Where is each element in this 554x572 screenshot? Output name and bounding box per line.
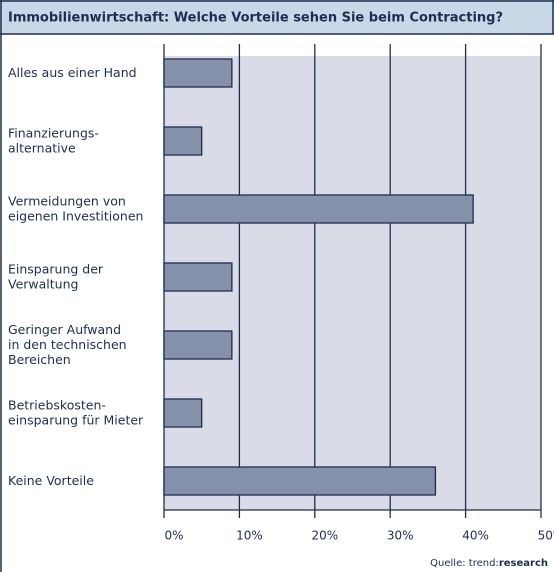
title-bar — [0, 0, 554, 34]
category-line: Vermeidungen von — [8, 193, 126, 208]
bar — [163, 398, 203, 428]
bar — [163, 58, 233, 88]
x-tick-label: 30% — [387, 529, 414, 543]
category-line: Verwaltung — [8, 276, 78, 291]
category-label: Einsparung der Verwaltung — [8, 261, 104, 291]
category-label: Keine Vorteile — [8, 473, 94, 488]
category-line: Bereichen — [8, 352, 71, 367]
category-label: Geringer Aufwand in den technischen Bereic… — [8, 322, 127, 367]
category-line: Keine Vorteile — [8, 473, 94, 488]
bar — [163, 194, 474, 224]
category-line: eigenen Investitionen — [8, 208, 143, 223]
category-label: Alles aus einer Hand — [8, 65, 137, 80]
category-line: Geringer Aufwand — [8, 322, 121, 337]
category-label: Finanzierungs-alternative — [8, 125, 99, 155]
category-line: Betriebskosten- — [8, 397, 106, 412]
bar — [163, 262, 233, 292]
chart-title: Immobilienwirtschaft: Welche Vorteile se… — [8, 11, 503, 26]
source: Quelle: trend:research — [430, 558, 548, 569]
category-line: Finanzierungs- — [8, 125, 99, 140]
x-tick-label: 50% — [538, 529, 554, 543]
bar — [163, 126, 203, 156]
x-tick-label: 40% — [462, 529, 489, 543]
category-line: alternative — [8, 140, 76, 155]
bar — [163, 466, 437, 496]
x-tick-label: 20% — [311, 529, 338, 543]
bar — [163, 330, 233, 360]
category-label: Betriebskosten-einsparung für Mieter — [8, 397, 144, 427]
category-line: Alles aus einer Hand — [8, 65, 137, 80]
category-line: in den technischen — [8, 337, 127, 352]
x-tick-label: 0% — [164, 529, 183, 543]
category-line: einsparung für Mieter — [8, 412, 144, 427]
category-label: Vermeidungen von eigenen Investitionen — [8, 193, 143, 223]
category-line: Einsparung der — [8, 261, 104, 276]
x-tick-label: 10% — [236, 529, 263, 543]
